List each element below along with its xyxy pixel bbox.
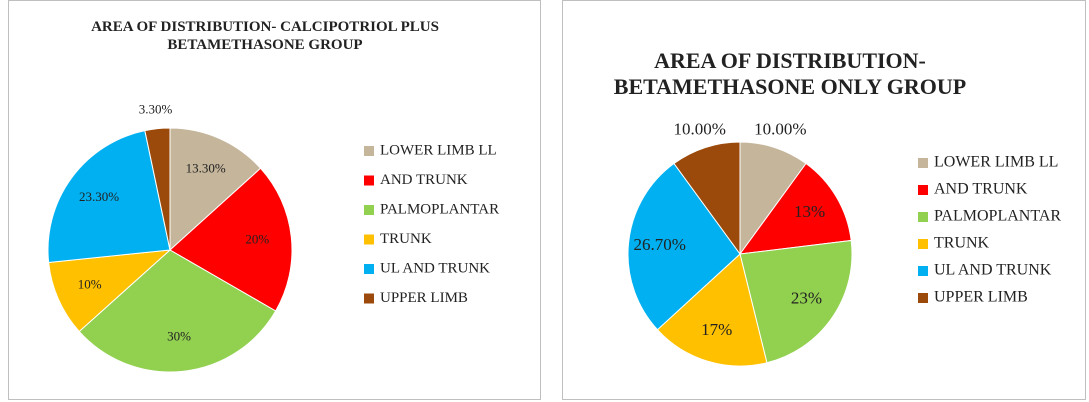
data-label: 30%: [167, 328, 191, 343]
legend-label: UL AND TRUNK: [380, 260, 490, 276]
legend-label: LOWER LIMB LL: [380, 142, 497, 158]
legend-swatch: [918, 266, 928, 276]
legend-label: LOWER LIMB LL: [934, 154, 1058, 171]
legend-label: UPPER LIMB: [380, 290, 468, 306]
legend-label: TRUNK: [380, 231, 432, 247]
pie-slice: [739, 141, 807, 256]
data-label: 23.30%: [79, 189, 119, 204]
pie-slice: [673, 141, 741, 256]
data-label: 13%: [794, 202, 825, 221]
chart-title: AREA OF DISTRIBUTION- CALCIPOTRIOL PLUS …: [91, 19, 439, 53]
data-label: 3.30%: [139, 102, 173, 117]
legend-swatch: [918, 212, 928, 222]
legend-swatch: [364, 205, 374, 215]
legend-label: PALMOPLANTAR: [380, 201, 499, 217]
legend-swatch: [918, 158, 928, 168]
legend-swatch: [918, 239, 928, 249]
legend-swatch: [364, 234, 374, 245]
pie-slice: [144, 127, 171, 251]
pie-slice: [627, 162, 741, 331]
pie-slice: [169, 167, 293, 312]
legend-label: AND TRUNK: [380, 172, 468, 188]
data-label: 10%: [78, 277, 102, 292]
pie-slice: [47, 130, 171, 263]
pie-slice: [738, 162, 852, 255]
legend-label: TRUNK: [934, 235, 990, 252]
legend-label: AND TRUNK: [934, 181, 1028, 198]
data-label: 23%: [791, 289, 822, 308]
data-label: 10.00%: [674, 119, 726, 138]
data-label: 20%: [245, 232, 269, 247]
chart-title: AREA OF DISTRIBUTION- BETAMETHASONE ONLY…: [613, 48, 967, 100]
legend-swatch: [364, 175, 374, 186]
pie-slice: [656, 253, 768, 367]
legend-label: UL AND TRUNK: [934, 262, 1052, 279]
legend-label: UPPER LIMB: [934, 289, 1028, 306]
pie-slice: [78, 249, 277, 373]
data-label: 13.30%: [186, 161, 226, 176]
legend-swatch: [918, 293, 928, 303]
legend-swatch: [918, 185, 928, 195]
legend-swatch: [364, 146, 374, 156]
data-label: 10.00%: [754, 119, 806, 138]
legend-swatch: [364, 264, 374, 274]
pie-slice: [48, 249, 172, 333]
legend-swatch: [364, 293, 374, 304]
pie-slice: [739, 239, 853, 364]
data-label: 26.70%: [634, 235, 686, 254]
pie-slice: [169, 127, 262, 252]
data-label: 17%: [701, 320, 732, 339]
legend-label: PALMOPLANTAR: [934, 208, 1061, 225]
